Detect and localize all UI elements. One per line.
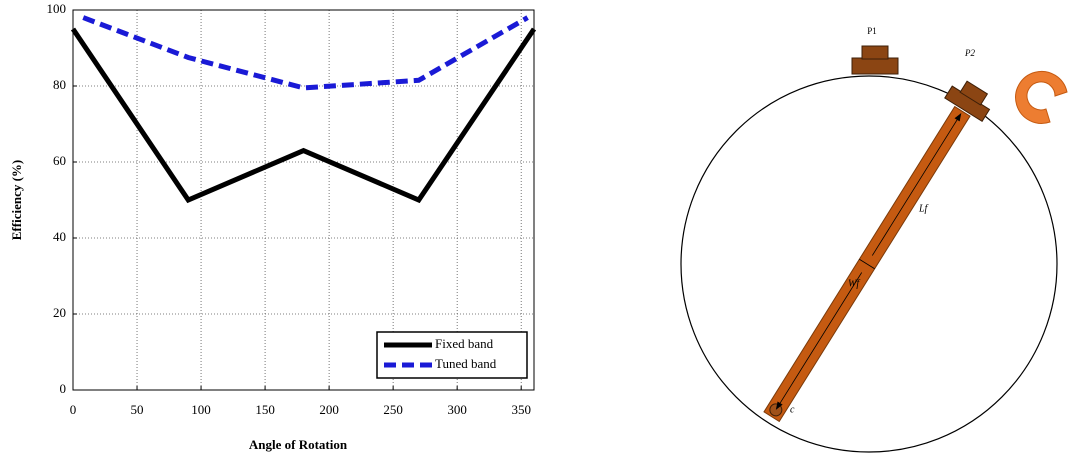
x-axis-label: Angle of Rotation	[249, 437, 348, 452]
length-arrow	[779, 272, 862, 404]
rod-group	[753, 76, 996, 428]
diagram: P1 P2 Lf Wf c	[681, 26, 1067, 452]
y-tick-label: 60	[53, 153, 66, 168]
y-axis-label: Efficiency (%)	[9, 160, 24, 241]
lf-label: Lf	[918, 203, 929, 214]
x-tick-label: 250	[383, 402, 403, 417]
series-line	[83, 18, 527, 88]
rotation-icon	[1016, 71, 1067, 123]
y-tick-label: 40	[53, 229, 66, 244]
x-tick-label: 0	[70, 402, 77, 417]
x-tick-label: 200	[319, 402, 339, 417]
x-tick-label: 150	[255, 402, 275, 417]
c-label: c	[790, 404, 795, 415]
page: P1 P2 Lf Wf c Angle of Rotation Efficien…	[0, 0, 1072, 460]
length-arrow	[872, 115, 960, 256]
x-tick-label: 100	[191, 402, 211, 417]
y-tick-label: 80	[53, 77, 66, 92]
legend-label: Fixed band	[435, 336, 494, 351]
p1-label: P1	[867, 26, 877, 36]
legend-label: Tuned band	[435, 356, 497, 371]
x-tick-label: 50	[131, 402, 144, 417]
y-tick-label: 0	[60, 381, 67, 396]
p2-label: P2	[964, 48, 975, 58]
p1-base	[852, 58, 898, 74]
x-tick-label: 350	[511, 402, 531, 417]
p1-top	[862, 46, 888, 59]
wf-label: Wf	[848, 278, 860, 289]
x-tick-label: 300	[447, 402, 467, 417]
y-tick-label: 20	[53, 305, 66, 320]
y-tick-label: 100	[47, 1, 67, 16]
